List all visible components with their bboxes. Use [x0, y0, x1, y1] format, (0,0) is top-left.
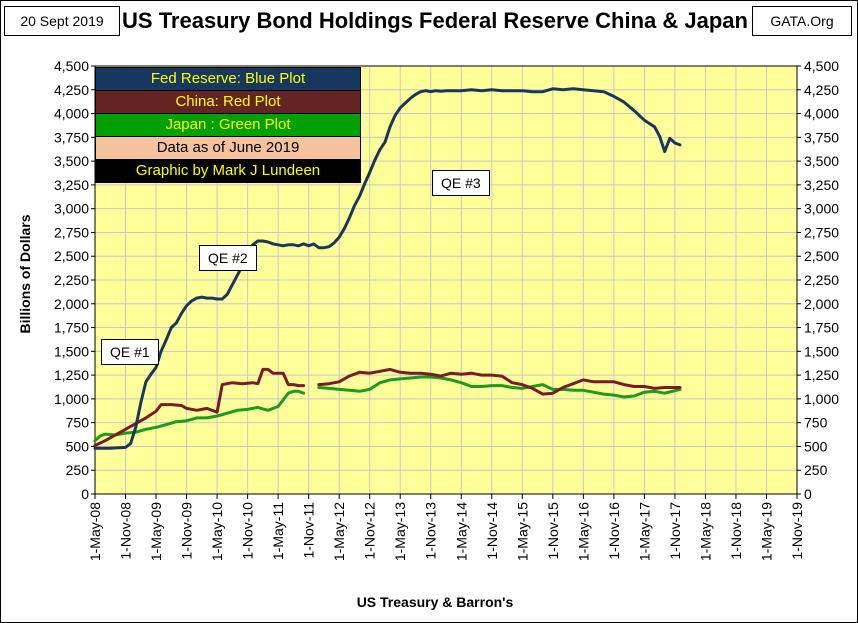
y-tick-label-left: 500 — [66, 438, 90, 454]
series-line-fed-reserve — [93, 87, 682, 450]
y-tick-label-left: 2,250 — [54, 272, 89, 288]
y-tick-label-right: 3,250 — [804, 177, 839, 193]
y-tick-label-left: 1,000 — [54, 391, 89, 407]
x-tick-label: 1-Nov-18 — [728, 502, 744, 560]
y-tick-label-left: 4,500 — [54, 58, 89, 74]
legend-item-japan: Japan : Green Plot — [95, 113, 361, 137]
x-tick-label: 1-May-14 — [453, 502, 469, 561]
y-tick-label-right: 250 — [804, 462, 828, 478]
plot-border — [94, 65, 798, 495]
y-tick-label-right: 3,750 — [804, 129, 839, 145]
x-tick-label: 1-May-12 — [331, 502, 347, 561]
x-tick-label: 1-May-17 — [636, 502, 652, 561]
legend: Fed Reserve: Blue Plot China: Red Plot J… — [95, 67, 361, 183]
y-tick-label-left: 0 — [81, 486, 89, 502]
annotation-qe3: QE #3 — [432, 170, 490, 196]
y-tick-label-left: 3,500 — [54, 153, 89, 169]
y-tick-label-right: 0 — [804, 486, 812, 502]
y-tick-label-right: 4,250 — [804, 82, 839, 98]
y-tick-label-right: 500 — [804, 438, 828, 454]
y-tick-label-left: 4,000 — [54, 106, 89, 122]
y-tick-label-left: 4,250 — [54, 82, 89, 98]
x-tick-label: 1-Nov-14 — [484, 502, 500, 560]
x-tick-label: 1-Nov-19 — [789, 502, 805, 560]
y-tick-label-right: 2,250 — [804, 272, 839, 288]
x-axis-label: US Treasury & Barron's — [356, 594, 514, 610]
legend-item-fed: Fed Reserve: Blue Plot — [95, 67, 361, 91]
y-tick-label-right: 4,500 — [804, 58, 839, 74]
x-tick-label: 1-Nov-10 — [240, 502, 256, 560]
x-tick-label: 1-May-15 — [514, 502, 530, 561]
y-tick-label-right: 1,750 — [804, 320, 839, 336]
x-tick-label: 1-Nov-08 — [118, 502, 134, 560]
date-label: 20 Sept 2019 — [4, 6, 120, 36]
y-tick-label-left: 750 — [66, 415, 90, 431]
annotation-qe2: QE #2 — [199, 245, 257, 271]
y-tick-label-right: 3,000 — [804, 201, 839, 217]
legend-item-china: China: Red Plot — [95, 90, 361, 114]
y-tick-label-left: 3,000 — [54, 201, 89, 217]
x-tick-label: 1-May-18 — [697, 502, 713, 561]
x-tick-label: 1-Nov-09 — [179, 502, 195, 560]
x-tick-label: 1-May-09 — [148, 502, 164, 561]
x-tick-label: 1-May-08 — [87, 502, 103, 561]
y-tick-label-left: 2,000 — [54, 296, 89, 312]
y-tick-label-left: 1,500 — [54, 343, 89, 359]
x-tick-label: 1-May-13 — [392, 502, 408, 561]
y-tick-label-left: 1,750 — [54, 320, 89, 336]
y-tick-label-right: 750 — [804, 415, 828, 431]
x-tick-label: 1-May-11 — [270, 502, 286, 560]
y-tick-label-right: 2,000 — [804, 296, 839, 312]
y-axis-label: Billions of Dollars — [17, 214, 33, 334]
y-tick-label-left: 1,250 — [54, 367, 89, 383]
x-tick-label: 1-Nov-11 — [301, 502, 317, 559]
x-tick-label: 1-Nov-12 — [362, 502, 378, 560]
y-tick-label-right: 2,500 — [804, 248, 839, 264]
y-tick-label-right: 1,000 — [804, 391, 839, 407]
y-tick-label-right: 2,750 — [804, 224, 839, 240]
series-line-china — [93, 367, 306, 447]
x-tick-label: 1-Nov-15 — [545, 502, 561, 560]
y-tick-label-left: 2,750 — [54, 224, 89, 240]
y-tick-label-left: 3,750 — [54, 129, 89, 145]
y-tick-label-left: 250 — [66, 462, 90, 478]
legend-item-data-date: Data as of June 2019 — [95, 136, 361, 160]
x-tick-label: 1-May-10 — [209, 502, 225, 561]
y-tick-label-left: 2,500 — [54, 248, 89, 264]
series-line-china — [317, 367, 682, 396]
y-tick-label-right: 1,250 — [804, 367, 839, 383]
x-tick-label: 1-May-19 — [758, 502, 774, 561]
chart-title: US Treasury Bond Holdings Federal Reserv… — [122, 8, 748, 33]
legend-item-credit: Graphic by Mark J Lundeen — [95, 159, 361, 183]
x-tick-label: 1-Nov-17 — [667, 502, 683, 560]
annotation-qe1: QE #1 — [101, 339, 159, 365]
x-tick-label: 1-Nov-16 — [606, 502, 622, 560]
x-tick-label: 1-May-16 — [575, 502, 591, 561]
series-line-japan — [317, 375, 682, 399]
y-tick-label-right: 4,000 — [804, 106, 839, 122]
y-tick-label-left: 3,250 — [54, 177, 89, 193]
y-tick-label-right: 3,500 — [804, 153, 839, 169]
x-tick-label: 1-Nov-13 — [423, 502, 439, 560]
source-label: GATA.Org — [752, 6, 852, 36]
y-tick-label-right: 1,500 — [804, 343, 839, 359]
series-line-japan — [93, 389, 306, 443]
